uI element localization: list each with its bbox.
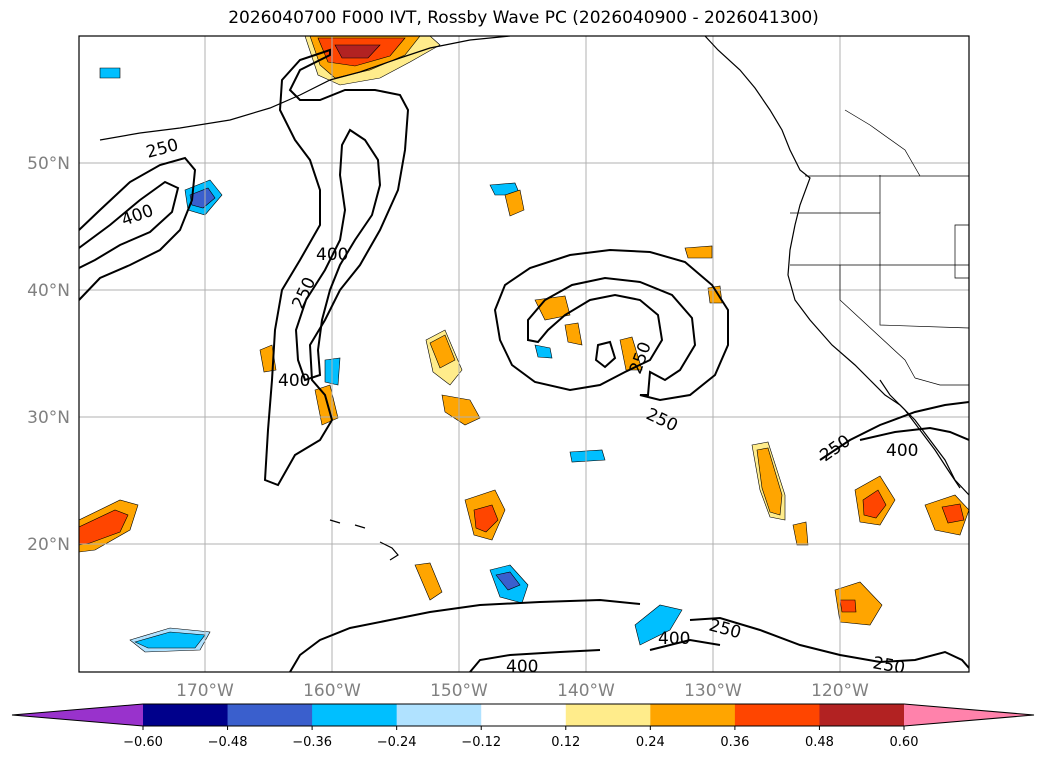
lon-label: 170°W [176,681,234,701]
colorbar-extend-low [12,704,143,726]
shade-patch [619,336,643,371]
shade-patch [429,334,456,369]
colorbar-tick-label: −0.12 [461,735,501,750]
colorbar-tick-label: 0.24 [636,735,665,750]
coastline-alaska [99,36,511,141]
border-state [954,224,969,279]
colorbar-extend-high [904,704,1034,726]
contour-label: 400 [886,441,918,461]
map-frame [78,35,970,673]
contour-250 [689,616,969,669]
shade-patch [792,521,809,546]
contour-label: 400 [658,629,690,649]
colorbar-segment [819,704,905,726]
lon-label: 140°W [557,681,615,701]
shade-patch [79,509,129,546]
shade-patch [564,322,583,346]
ocean-background [79,36,969,672]
contour-250 [819,401,969,461]
contour-250 [263,48,410,487]
shade-patch [495,571,521,591]
contour-400 [594,340,617,369]
map-panel: 250 400 250 400 250 400 250 400 250 400 … [79,36,969,678]
colorbar-tick-label: 0.36 [720,735,749,750]
contour-label: 250 [871,653,906,678]
coastline-north-america [704,36,969,496]
contour-label: 400 [506,657,538,677]
shade-patch [534,344,553,359]
border-state [790,212,969,266]
shade-patch [756,447,783,516]
contour-250 [289,598,641,672]
colorbar-segment [396,704,482,726]
contour-label: 400 [278,371,310,391]
shade-patch [834,581,883,626]
lon-label: 150°W [430,681,488,701]
ivt-contours [79,48,969,672]
shade-patch [634,604,683,646]
border-state [790,264,969,329]
shade-patch [504,189,525,217]
colorbar-tick-label: −0.24 [377,735,417,750]
border-state [839,265,916,379]
colorbar-segment [650,704,736,726]
colorbar: −0.60 −0.48 −0.36 −0.24 −0.12 0.12 0.24 0.36 0.4… [11,703,1035,750]
colorbar-tick-label: −0.48 [208,735,248,750]
latitude-labels: 50°N 40°N 30°N 20°N [27,154,70,555]
lon-label: 160°W [303,681,361,701]
contour-400 [469,649,601,672]
longitude-labels: 170°W 160°W 150°W 140°W 130°W 120°W [176,681,869,701]
shade-patch [99,67,121,79]
contour-250 [493,248,729,402]
shade-patch [862,489,887,519]
contour-400 [649,638,721,651]
lon-label: 130°W [684,681,742,701]
contour-400 [294,128,382,382]
coastline-hawaii [329,519,399,561]
shade-patch [414,562,443,601]
contour-400 [79,180,180,269]
colorbar-segment [227,704,313,726]
colorbar-tick-label: −0.36 [292,735,332,750]
map-title: 2026040700 F000 IVT, Rossby Wave PC (202… [228,8,819,28]
lat-label: 20°N [27,535,70,555]
border-state [844,109,921,177]
lat-label: 50°N [27,154,70,174]
shade-patch [473,504,499,533]
graticule [79,36,969,672]
political-borders [790,109,969,386]
shade-patch [839,599,857,613]
lat-label: 40°N [27,281,70,301]
shade-patch [941,503,965,524]
shade-patch [569,449,606,463]
border-mexico [914,377,969,386]
colorbar-segment [312,704,398,726]
colorbar-tick-label: 0.60 [890,735,919,750]
shade-patch [134,631,206,649]
contour-250 [79,156,197,301]
lat-label: 30°N [27,408,70,428]
pc-shading [79,36,969,653]
colorbar-segment [565,704,651,726]
shade-patch [334,44,381,59]
shade-patch [684,245,713,259]
colorbar-tick-label: 0.12 [551,735,580,750]
colorbar-segment [734,704,820,726]
colorbar-tick-label: 0.48 [805,735,834,750]
contour-400 [859,426,969,441]
contour-label: 400 [316,245,348,265]
lon-label: 120°W [811,681,869,701]
colorbar-tick-label: −0.60 [123,735,163,750]
colorbar-segment [481,704,567,726]
colorbar-segment [143,704,229,726]
